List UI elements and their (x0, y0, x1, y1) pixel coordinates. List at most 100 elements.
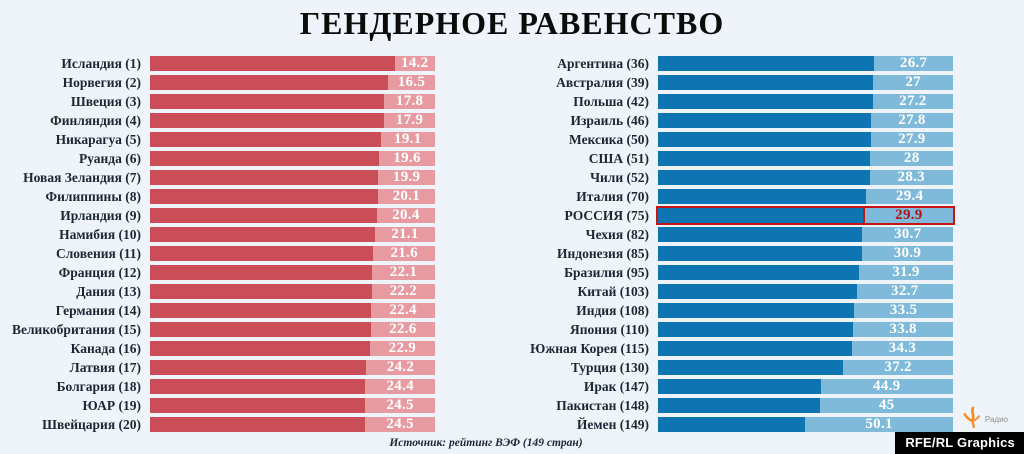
country-label: РОССИЯ (75) (564, 208, 649, 223)
bar-fill (658, 170, 870, 185)
bar-row: Южная Корея (115) 34.3 (500, 341, 953, 356)
bar-fill (150, 132, 381, 147)
bar-row: Дания (13) 22.2 (0, 284, 435, 299)
bar-fill (658, 284, 857, 299)
bar-track: 28.3 (658, 170, 953, 185)
bar-row: Словения (11) 21.6 (0, 246, 435, 261)
bar-row: ЮАР (19) 24.5 (0, 398, 435, 413)
bar-row: Израиль (46) 27.8 (500, 113, 953, 128)
country-label: Болгария (18) (56, 379, 141, 394)
bar-row: Франция (12) 22.1 (0, 265, 435, 280)
bar-value: 22.4 (389, 302, 417, 318)
bar-value: 24.4 (386, 378, 414, 394)
chart-ranks-36-149: Аргентина (36) 26.7 Австралия (39) 27 По… (500, 56, 953, 436)
bar-value: 28.3 (897, 169, 925, 185)
bar-value: 22.2 (389, 283, 418, 299)
bar-value: 27.8 (898, 112, 926, 128)
bar-row: Чили (52) 28.3 (500, 170, 953, 185)
bar-value: 22.6 (389, 321, 417, 337)
bar-row: США (51) 28 (500, 151, 953, 166)
bar-value: 31.9 (892, 264, 920, 280)
bar-track: 21.6 (150, 246, 435, 261)
bar-track: 27.8 (658, 113, 953, 128)
bar-track: 24.2 (150, 360, 435, 375)
bar-row: Никарагуа (5) 19.1 (0, 132, 435, 147)
bar-fill (150, 360, 367, 375)
country-label: Индонезия (85) (556, 246, 649, 261)
bar-value: 20.4 (392, 207, 420, 223)
country-label: Индия (108) (576, 303, 649, 318)
bar-row: Германия (14) 22.4 (0, 303, 435, 318)
bar-track: 22.6 (150, 322, 435, 337)
country-label: Намибия (10) (59, 227, 141, 242)
country-label: Ирак (147) (583, 379, 649, 394)
bar-fill (150, 151, 380, 166)
bar-row: Ирландия (9) 20.4 (0, 208, 435, 223)
bar-fill (658, 246, 862, 261)
bar-value: 27 (905, 74, 921, 90)
bar-fill (150, 303, 372, 318)
bar-fill (150, 227, 375, 242)
bar-track: 33.8 (658, 322, 953, 337)
country-label: Германия (14) (55, 303, 141, 318)
bar-track: 27.2 (658, 94, 953, 109)
bar-track: 20.4 (150, 208, 435, 223)
country-label: Аргентина (36) (557, 56, 649, 71)
bar-fill (658, 113, 871, 128)
bar-row: Аргентина (36) 26.7 (500, 56, 953, 71)
bar-track: 30.7 (658, 227, 953, 242)
bar-value: 28 (903, 150, 920, 166)
country-label: Канада (16) (70, 341, 141, 356)
bar-fill (658, 189, 867, 204)
bar-fill (658, 360, 844, 375)
bar-fill (150, 284, 372, 299)
bar-row: Турция (130) 37.2 (500, 360, 953, 375)
country-label: Мексика (50) (569, 132, 649, 147)
bar-row: Латвия (17) 24.2 (0, 360, 435, 375)
bar-fill (658, 398, 821, 413)
bar-row: Италия (70) 29.4 (500, 189, 953, 204)
bar-value: 29.4 (895, 188, 924, 204)
country-label: ЮАР (19) (82, 398, 141, 413)
bar-row: Йемен (149) 50.1 (500, 417, 953, 432)
country-label: Польша (42) (573, 94, 649, 109)
bar-row: Новая Зеландия (7) 19.9 (0, 170, 435, 185)
country-label: Бразилия (95) (564, 265, 649, 280)
bar-row: Индия (108) 33.5 (500, 303, 953, 318)
bar-track: 33.5 (658, 303, 953, 318)
bar-fill (150, 398, 366, 413)
bar-value: 24.2 (386, 359, 415, 375)
country-label: Япония (110) (569, 322, 649, 337)
bar-track: 29.9 (658, 208, 953, 223)
bar-track: 17.8 (150, 94, 435, 109)
bar-fill (150, 379, 366, 394)
country-label: Италия (70) (576, 189, 649, 204)
chart-top20: Исландия (1) 14.2 Норвегия (2) 16.5 Швец… (0, 56, 435, 436)
bar-track: 29.4 (658, 189, 953, 204)
bar-row: Болгария (18) 24.4 (0, 379, 435, 394)
bar-fill (658, 322, 854, 337)
bar-track: 19.1 (150, 132, 435, 147)
bar-row: Канада (16) 22.9 (0, 341, 435, 356)
bar-value: 30.7 (893, 226, 922, 242)
bar-track: 31.9 (658, 265, 953, 280)
bar-row: Австралия (39) 27 (500, 75, 953, 90)
country-label: Латвия (17) (69, 360, 141, 375)
bar-value: 17.8 (395, 93, 424, 109)
bar-row: Норвегия (2) 16.5 (0, 75, 435, 90)
bar-fill (150, 341, 370, 356)
bar-value: 22.9 (388, 340, 417, 356)
country-label: Никарагуа (5) (55, 132, 141, 147)
bar-row: Мексика (50) 27.9 (500, 132, 953, 147)
bar-value: 16.5 (397, 74, 426, 90)
bar-row: Филиппины (8) 20.1 (0, 189, 435, 204)
country-label: Великобритания (15) (11, 322, 141, 337)
bar-row: Ирак (147) 44.9 (500, 379, 953, 394)
bar-track: 19.6 (150, 151, 435, 166)
bar-value: 34.3 (888, 340, 917, 356)
bar-value: 45 (878, 397, 895, 413)
bar-track: 20.1 (150, 189, 435, 204)
bar-fill (658, 208, 865, 223)
credit-badge: RFE/RL Graphics (895, 432, 1024, 454)
